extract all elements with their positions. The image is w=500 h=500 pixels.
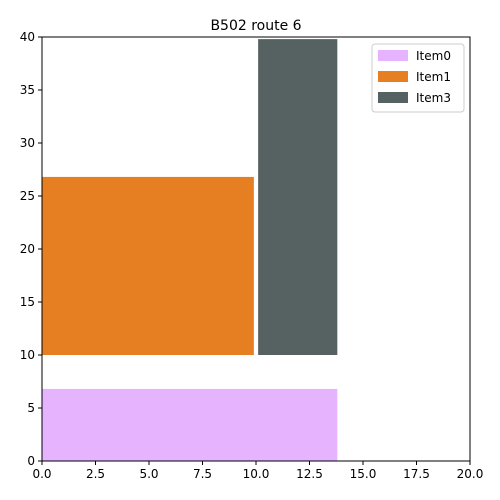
bar-item3 — [258, 39, 338, 356]
y-tick-label: 40 — [20, 30, 35, 44]
x-tick-label: 20.0 — [457, 467, 484, 481]
legend-swatch-item0 — [378, 50, 408, 61]
y-tick-label: 35 — [20, 83, 35, 97]
x-tick-label: 0.0 — [32, 467, 51, 481]
chart-title: B502 route 6 — [210, 18, 301, 34]
y-tick-label: 0 — [27, 454, 35, 468]
x-tick-label: 5.0 — [139, 467, 158, 481]
bar-item0 — [42, 388, 338, 461]
legend-label-item3: Item3 — [416, 91, 451, 105]
legend: Item0 Item1 Item3 — [371, 43, 465, 113]
x-tick-label: 15.0 — [350, 467, 377, 481]
y-tick-label: 20 — [20, 242, 35, 256]
x-tick-label: 17.5 — [403, 467, 430, 481]
plot-area — [42, 39, 338, 461]
y-tick-label: 15 — [20, 295, 35, 309]
x-tick-label: 10.0 — [243, 467, 270, 481]
y-tick-label: 25 — [20, 189, 35, 203]
legend-swatch-item1 — [378, 71, 408, 82]
bar-item1 — [42, 176, 254, 355]
legend-label-item0: Item0 — [416, 49, 451, 63]
x-tick-label: 7.5 — [193, 467, 212, 481]
legend-label-item1: Item1 — [416, 70, 451, 84]
x-tick-label: 12.5 — [296, 467, 323, 481]
y-tick-label: 5 — [27, 401, 35, 415]
y-tick-label: 10 — [20, 348, 35, 362]
legend-swatch-item3 — [378, 92, 408, 103]
y-tick-label: 30 — [20, 136, 35, 150]
axes: 0.0 2.5 5.0 7.5 10.0 12.5 15.0 17.5 20.0 0 5 10 15 20… — [20, 30, 484, 481]
x-tick-label: 2.5 — [86, 467, 105, 481]
